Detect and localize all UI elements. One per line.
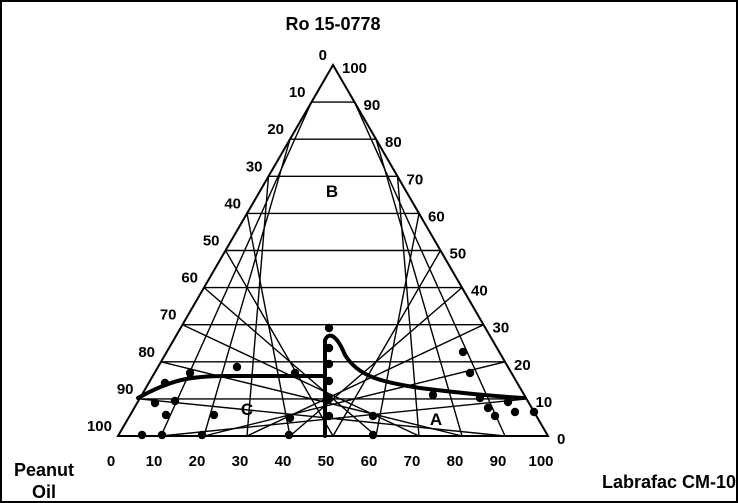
data-point [324, 359, 334, 369]
right-component-label: Labrafac CM-10 [602, 472, 736, 492]
bottom-tick-label: 40 [275, 453, 292, 470]
data-point [185, 368, 195, 378]
left-tick-label: 10 [289, 84, 306, 101]
left-tick-label: 60 [181, 270, 198, 287]
data-point [483, 403, 493, 413]
right-tick-label: 50 [450, 246, 467, 263]
region-label-b: B [326, 182, 338, 201]
grid-line [160, 398, 527, 437]
bottom-tick-label: 90 [490, 453, 507, 470]
bottom-axis-ticks: 0 10 20 30 40 50 60 70 80 90 100 [107, 453, 554, 470]
top-component-label: Ro 15-0778 [285, 14, 380, 34]
left-tick-label: 20 [267, 121, 284, 138]
right-tick-label: 40 [471, 283, 488, 300]
data-point [284, 430, 294, 440]
left-tick-label: 50 [203, 233, 220, 250]
right-tick-label: 10 [536, 394, 553, 411]
bottom-tick-label: 60 [361, 453, 378, 470]
right-tick-label: 80 [385, 134, 402, 151]
data-point [150, 398, 160, 408]
bottom-tick-label: 0 [107, 453, 115, 470]
grid-line [246, 324, 484, 437]
grid-line [224, 250, 334, 437]
bottom-tick-label: 50 [318, 453, 335, 470]
data-point [503, 397, 513, 407]
left-component-label-line1: Peanut [14, 460, 74, 480]
data-point [157, 430, 167, 440]
data-point [324, 343, 334, 353]
data-point [137, 430, 147, 440]
right-tick-label: 90 [364, 97, 381, 114]
right-tick-label: 20 [514, 357, 531, 374]
left-tick-label: 0 [319, 47, 327, 64]
data-point [428, 390, 438, 400]
data-point [465, 368, 475, 378]
left-tick-label: 80 [138, 344, 155, 361]
data-points [137, 323, 539, 440]
data-point [285, 413, 295, 423]
left-axis-ticks: 0 10 20 30 40 50 60 70 80 90 100 [87, 47, 327, 435]
data-point [490, 411, 500, 421]
left-tick-label: 90 [117, 381, 134, 398]
left-tick-label: 70 [160, 307, 177, 324]
grid-line [182, 324, 420, 437]
region-label-a: A [430, 410, 442, 429]
bottom-tick-label: 10 [146, 453, 163, 470]
grid-line [332, 250, 442, 437]
data-point [458, 347, 468, 357]
data-point [324, 376, 334, 386]
data-point [232, 362, 242, 372]
bottom-tick-label: 20 [189, 453, 206, 470]
data-point [324, 394, 334, 404]
data-point [160, 378, 170, 388]
data-point [510, 407, 520, 417]
bottom-tick-label: 100 [528, 453, 553, 470]
data-point [170, 396, 180, 406]
data-point [209, 410, 219, 420]
right-tick-label: 100 [342, 60, 367, 77]
left-tick-label: 100 [87, 418, 112, 435]
triangle-outline [116, 63, 550, 437]
left-tick-label: 40 [224, 195, 241, 212]
right-tick-label: 70 [407, 171, 424, 188]
left-tick-label: 30 [246, 158, 263, 175]
data-point [161, 410, 171, 420]
right-tick-label: 60 [428, 208, 445, 225]
data-point [368, 411, 378, 421]
bottom-tick-label: 30 [232, 453, 249, 470]
data-point [324, 411, 334, 421]
data-point [324, 323, 334, 333]
data-point [197, 430, 207, 440]
bottom-tick-label: 80 [447, 453, 464, 470]
data-point [529, 407, 539, 417]
right-tick-label: 30 [493, 320, 510, 337]
region-label-c: C [241, 400, 253, 419]
data-point [475, 393, 485, 403]
grid-line [139, 398, 506, 437]
data-point [290, 368, 300, 378]
bottom-tick-label: 70 [404, 453, 421, 470]
data-point [368, 430, 378, 440]
left-component-label-line2: Oil [32, 482, 56, 502]
phase-boundary-left [136, 374, 327, 400]
right-tick-label: 0 [557, 431, 565, 448]
